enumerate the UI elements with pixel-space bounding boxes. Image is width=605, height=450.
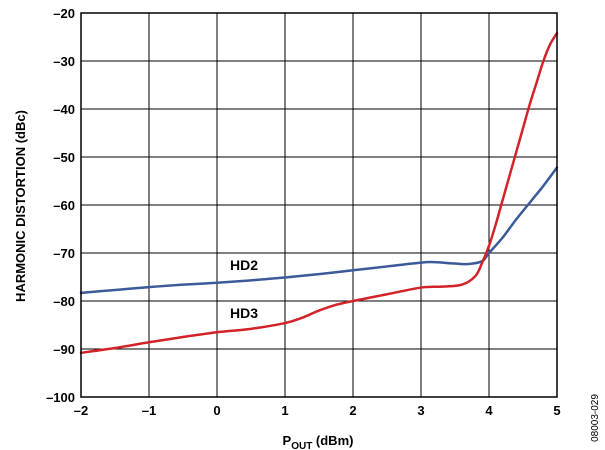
y-tick-label: –20 (53, 6, 75, 21)
x-tick-label: 2 (349, 403, 356, 418)
y-tick-label: –100 (46, 390, 75, 405)
y-axis-label: HARMONIC DISTORTION (dBc) (13, 110, 28, 302)
series-line-hd2 (79, 166, 559, 295)
y-tick-label: –80 (53, 294, 75, 309)
y-tick-label: –40 (53, 102, 75, 117)
x-tick-label: 3 (417, 403, 424, 418)
x-tick-label: 1 (281, 403, 288, 418)
x-axis-label-sub: OUT (291, 441, 312, 450)
x-axis-label: POUT (dBm) (283, 433, 354, 450)
y-tick-label: –60 (53, 198, 75, 213)
x-tick-label: –1 (142, 403, 156, 418)
y-tick-labels: –100 –90 –80 –70 –60 –50 –40 –30 –20 (46, 6, 75, 405)
y-tick-label: –70 (53, 246, 75, 261)
hd3-series-label: HD3 (230, 305, 258, 321)
y-tick-label: –50 (53, 150, 75, 165)
x-tick-label: 4 (485, 403, 493, 418)
y-tick-label: –90 (53, 342, 75, 357)
y-tick-label: –30 (53, 54, 75, 69)
x-tick-labels: –2 –1 0 1 2 3 4 5 (74, 403, 561, 418)
series-lines (79, 31, 559, 355)
x-axis-label-unit: (dBm) (312, 433, 353, 448)
figure-id: 08003-029 (590, 394, 601, 442)
grid (80, 12, 558, 398)
plot-frame (80, 12, 558, 398)
x-axis-label-main: P (283, 433, 292, 448)
series-line-hd3 (79, 31, 559, 355)
x-tick-label: 5 (553, 403, 560, 418)
x-tick-label: 0 (213, 403, 220, 418)
hd2-series-label: HD2 (230, 257, 258, 273)
x-tick-label: –2 (74, 403, 88, 418)
